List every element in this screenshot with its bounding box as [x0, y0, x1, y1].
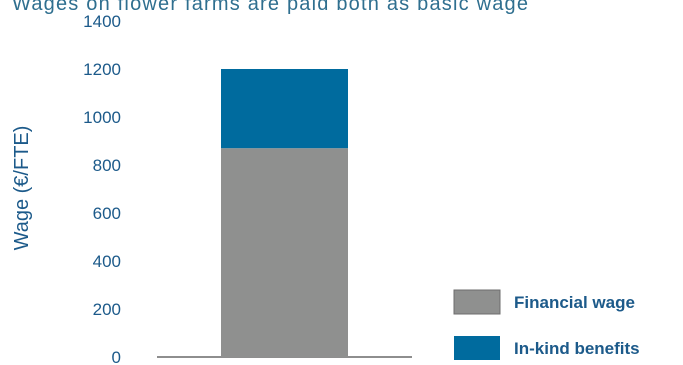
y-tick-label: 800 — [93, 156, 121, 175]
y-tick-label: 1400 — [83, 12, 121, 31]
legend: Financial wage In-kind benefits — [453, 289, 640, 360]
y-tick-label: 1000 — [83, 108, 121, 127]
y-tick-label: 400 — [93, 252, 121, 271]
chart-caption: Wages on flower farms are paid both as b… — [12, 0, 529, 15]
y-tick-label: 0 — [112, 348, 121, 365]
bar-stack — [221, 69, 348, 357]
y-tick-label: 1200 — [83, 60, 121, 79]
legend-swatch-financial-wage — [453, 289, 501, 315]
y-tick-label: 600 — [93, 204, 121, 223]
bar-segment-financial-wage — [221, 148, 348, 357]
bar-segment-in-kind-benefits — [221, 69, 348, 149]
y-axis-ticks: 0 200 400 600 800 1000 1200 1400 — [83, 12, 121, 365]
legend-label-in-kind-benefits: In-kind benefits — [514, 339, 640, 358]
legend-label-financial-wage: Financial wage — [514, 293, 635, 312]
y-axis-title: Wage (€/FTE) — [11, 126, 33, 251]
legend-swatch-in-kind-benefits — [454, 336, 500, 360]
y-tick-label: 200 — [93, 300, 121, 319]
